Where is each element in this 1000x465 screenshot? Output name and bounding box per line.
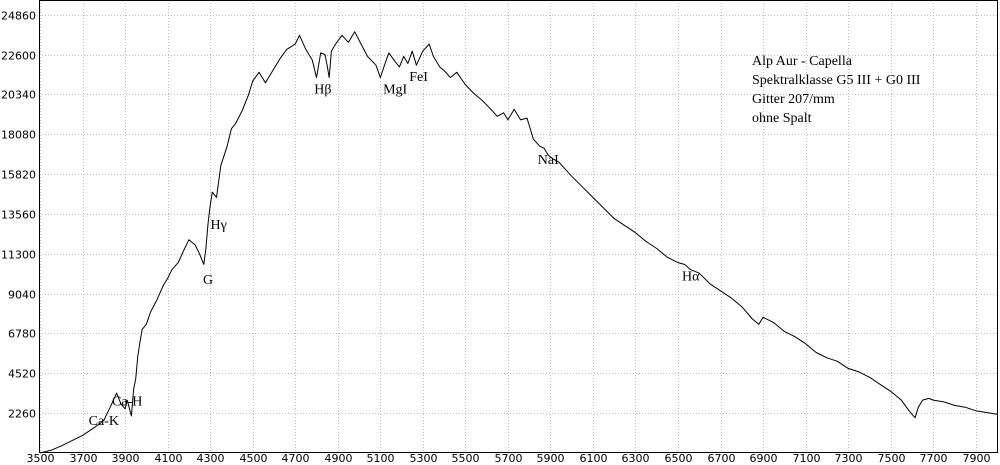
x-tick-label: 4900 xyxy=(325,452,353,465)
axes: 2260 4520 6780 9040 11300 13560 15820 18080 2034… xyxy=(1,10,991,465)
line-label-7: NaI xyxy=(538,153,559,168)
line-label-0: Ca-K xyxy=(89,414,119,429)
y-tick-label: 24860 xyxy=(1,10,36,23)
x-tick-label: 7500 xyxy=(878,452,906,465)
y-tick-label: 20340 xyxy=(1,89,36,102)
series-layer xyxy=(39,31,998,454)
x-tick-label: 5900 xyxy=(537,452,565,465)
info-line-2: Gitter 207/mm xyxy=(752,92,835,107)
x-tick-label: 6500 xyxy=(665,452,693,465)
x-tick-label: 4700 xyxy=(282,452,310,465)
x-tick-label: 3700 xyxy=(70,452,98,465)
y-tick-label: 9040 xyxy=(8,289,36,302)
x-tick-label: 7300 xyxy=(835,452,863,465)
x-tick-label: 6700 xyxy=(708,452,736,465)
y-tick-label: 22600 xyxy=(1,50,36,63)
y-tick-label: 15820 xyxy=(1,169,36,182)
x-tick-label: 6300 xyxy=(622,452,650,465)
y-tick-label: 2260 xyxy=(8,408,36,421)
plot-border xyxy=(39,0,998,453)
line-label-4: Hβ xyxy=(314,82,331,97)
y-tick-label: 18080 xyxy=(1,129,36,142)
x-tick-label: 4300 xyxy=(197,452,225,465)
x-tick-label: 4100 xyxy=(155,452,183,465)
info-line-3: ohne Spalt xyxy=(752,111,812,126)
info-box: Alp Aur - Capella Spektralklasse G5 III +… xyxy=(752,54,921,126)
x-tick-label: 3500 xyxy=(27,452,55,465)
info-line-0: Alp Aur - Capella xyxy=(752,54,853,69)
line-label-8: Hα xyxy=(682,269,700,284)
x-tick-label: 5100 xyxy=(367,452,395,465)
line-label-5: MgI xyxy=(383,82,407,97)
y-tick-label: 6780 xyxy=(8,328,36,341)
y-tick-label: 4520 xyxy=(8,368,36,381)
x-tick-label: 5700 xyxy=(495,452,523,465)
x-tick-label: 5300 xyxy=(410,452,438,465)
x-tick-label: 4500 xyxy=(240,452,268,465)
x-tick-label: 6900 xyxy=(750,452,778,465)
y-tick-label: 11300 xyxy=(1,249,36,262)
x-tick-label: 5500 xyxy=(452,452,480,465)
line-label-2: G xyxy=(203,273,213,288)
grid xyxy=(39,0,998,453)
x-tick-label: 3900 xyxy=(112,452,140,465)
line-label-3: Hγ xyxy=(210,218,226,233)
x-tick-label: 6100 xyxy=(580,452,608,465)
x-tick-label: 7100 xyxy=(793,452,821,465)
plot-background xyxy=(39,0,998,453)
y-tick-label: 13560 xyxy=(1,209,36,222)
line-label-1: Ca-H xyxy=(112,394,142,409)
line-label-6: FeI xyxy=(409,70,428,85)
spectrum-line xyxy=(39,31,998,454)
x-tick-label: 7700 xyxy=(920,452,948,465)
info-line-1: Spektralklasse G5 III + G0 III xyxy=(752,73,921,88)
x-tick-label: 7900 xyxy=(963,452,991,465)
